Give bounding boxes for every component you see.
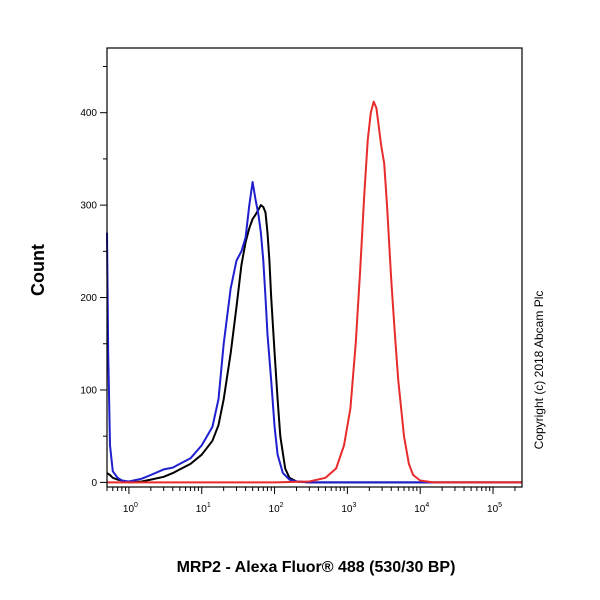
plot-frame — [106, 47, 523, 488]
y-axis-title: Count — [28, 244, 48, 296]
series-line-2 — [107, 100, 522, 484]
x-tick-label: 101 — [196, 502, 211, 515]
x-axis-title: MRP2 - Alexa Fluor® 488 (530/30 BP) — [177, 559, 456, 576]
x-tick-label: 105 — [487, 502, 502, 515]
x-tick-label: 100 — [123, 502, 138, 515]
y-tick-label: 200 — [80, 293, 97, 304]
y-tick-label: 300 — [80, 201, 97, 212]
y-tick-label: 400 — [80, 108, 97, 119]
y-tick-label: 0 — [91, 478, 97, 489]
y-tick-label: 100 — [80, 385, 97, 396]
series-layer — [106, 100, 522, 484]
x-axis: 100 101 102 103 104 105 — [106, 487, 516, 515]
copyright-annotation: Copyright (c) 2018 Abcam Plc — [532, 291, 546, 450]
y-axis: 0 100 200 300 400 — [80, 65, 107, 489]
x-tick-label: 102 — [269, 502, 284, 515]
x-tick-label: 103 — [341, 502, 356, 515]
x-tick-label: 104 — [414, 502, 429, 515]
series-line-0 — [106, 204, 522, 484]
series-line-1 — [106, 181, 522, 484]
